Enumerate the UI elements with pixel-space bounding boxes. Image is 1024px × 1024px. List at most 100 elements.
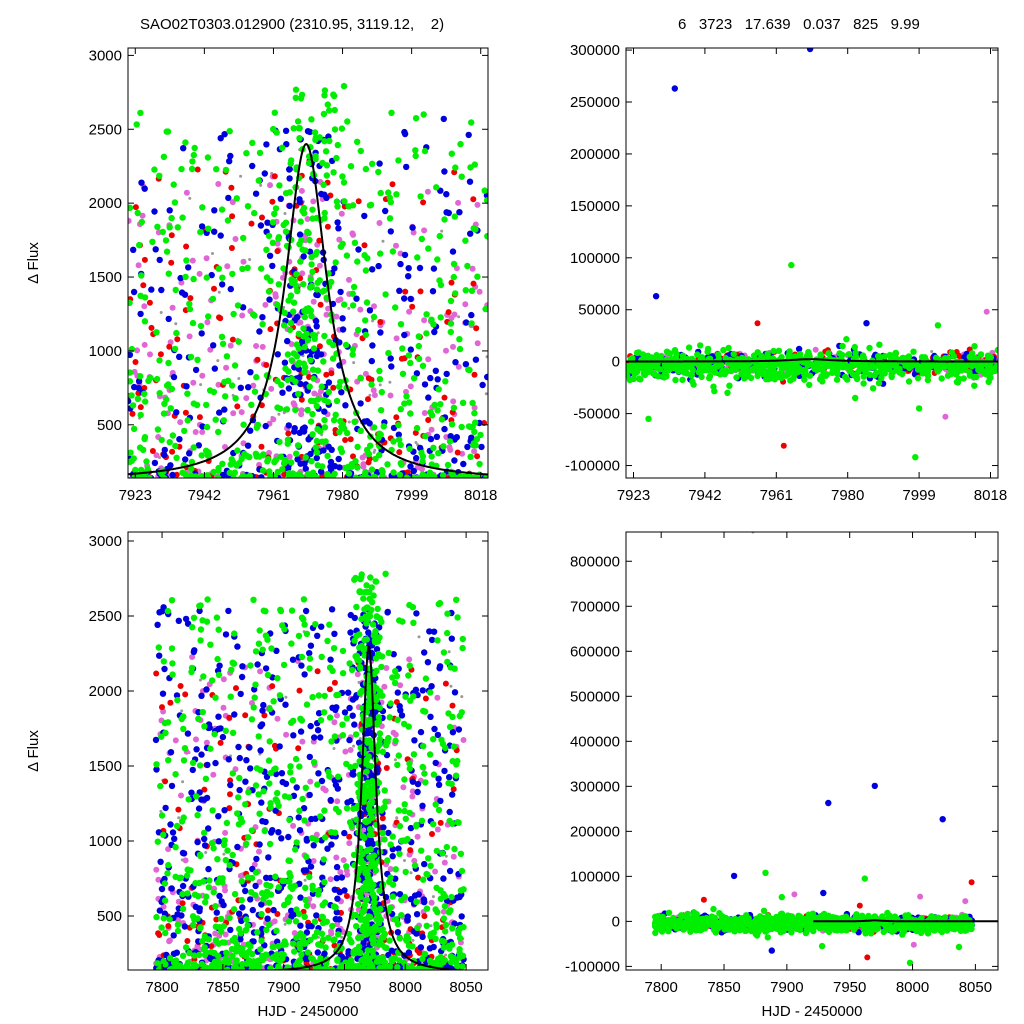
data-point xyxy=(369,840,377,848)
data-point xyxy=(355,943,363,950)
data-point xyxy=(413,930,420,937)
data-point xyxy=(211,285,217,292)
data-point xyxy=(315,692,322,699)
data-point xyxy=(780,362,787,370)
data-point xyxy=(355,739,363,746)
data-point xyxy=(389,181,396,188)
data-point xyxy=(209,677,216,684)
data-point xyxy=(428,899,435,906)
data-point xyxy=(448,279,455,286)
data-point xyxy=(311,918,319,925)
data-point xyxy=(212,416,219,423)
data-point xyxy=(306,753,313,761)
data-point xyxy=(306,665,313,672)
data-point xyxy=(228,382,236,389)
data-point xyxy=(176,353,183,360)
data-point xyxy=(431,895,435,899)
data-point xyxy=(425,394,432,401)
data-point xyxy=(485,355,488,359)
data-point xyxy=(454,449,461,456)
data-point xyxy=(338,210,345,217)
data-point xyxy=(445,309,452,316)
data-point xyxy=(386,963,394,970)
data-point xyxy=(334,141,341,149)
data-point xyxy=(318,777,326,785)
outlier-point xyxy=(983,308,990,315)
data-point xyxy=(424,188,431,195)
data-point xyxy=(385,829,392,837)
data-point xyxy=(392,668,399,675)
data-point xyxy=(252,190,260,197)
data-point xyxy=(448,780,455,788)
data-point xyxy=(786,364,793,371)
data-point xyxy=(272,456,280,463)
data-point xyxy=(345,948,352,955)
data-point xyxy=(188,196,192,200)
model-curve xyxy=(626,358,998,363)
data-point xyxy=(159,228,166,236)
data-point xyxy=(274,911,281,917)
data-point xyxy=(218,206,226,213)
data-point xyxy=(296,807,303,814)
data-point xyxy=(310,397,318,405)
data-point xyxy=(718,361,725,368)
data-point xyxy=(362,896,369,904)
data-point xyxy=(317,955,324,962)
data-point xyxy=(165,381,172,388)
data-point xyxy=(248,716,256,723)
x-tick-label: 8018 xyxy=(464,487,497,504)
data-point xyxy=(165,757,172,764)
data-point xyxy=(313,454,320,462)
data-point xyxy=(353,816,360,823)
data-point xyxy=(271,918,278,925)
data-point xyxy=(274,715,281,722)
data-point xyxy=(407,463,414,470)
data-point xyxy=(420,707,427,715)
data-point xyxy=(316,134,323,141)
data-point xyxy=(345,689,352,696)
data-point xyxy=(407,847,414,854)
data-point xyxy=(313,323,320,330)
data-point xyxy=(427,713,434,720)
data-point xyxy=(390,438,397,445)
data-point xyxy=(369,160,376,167)
data-point xyxy=(314,279,321,286)
data-point xyxy=(396,617,403,624)
data-point xyxy=(219,460,226,467)
data-point xyxy=(184,938,191,944)
data-point xyxy=(130,288,138,296)
data-point xyxy=(340,935,344,939)
data-point xyxy=(181,923,188,930)
data-point xyxy=(640,357,647,364)
data-point xyxy=(184,390,191,397)
data-point xyxy=(405,273,412,280)
plot-frame xyxy=(625,47,999,479)
data-point xyxy=(297,894,304,901)
data-point xyxy=(368,466,376,473)
data-point xyxy=(307,276,314,283)
data-point xyxy=(420,896,428,903)
data-point xyxy=(409,303,416,310)
data-point xyxy=(697,369,704,376)
data-point xyxy=(301,671,308,678)
data-point xyxy=(130,455,137,462)
plot-frame xyxy=(127,47,489,479)
data-point xyxy=(414,924,421,931)
data-point xyxy=(215,626,222,633)
data-point xyxy=(413,911,421,918)
data-point xyxy=(314,727,322,734)
data-point xyxy=(217,135,224,142)
data-point xyxy=(420,199,427,206)
data-point xyxy=(194,166,201,173)
data-point xyxy=(258,265,265,272)
data-point xyxy=(335,691,342,698)
data-point xyxy=(196,270,203,277)
data-point xyxy=(341,425,348,432)
data-point xyxy=(458,867,466,875)
data-point xyxy=(156,256,163,264)
data-point xyxy=(313,449,321,456)
data-point xyxy=(213,916,220,923)
data-point xyxy=(738,354,746,361)
data-point xyxy=(378,467,386,474)
data-point xyxy=(352,474,360,478)
